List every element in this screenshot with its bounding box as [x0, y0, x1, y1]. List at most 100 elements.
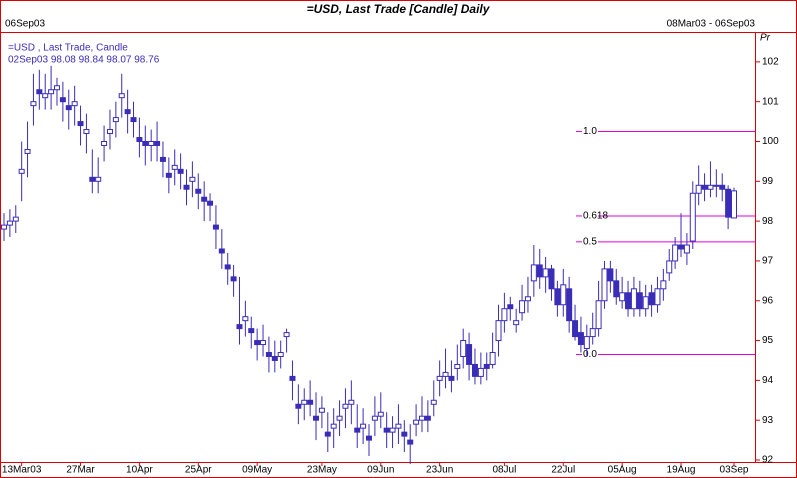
candle-body	[719, 184, 726, 190]
candle-body	[324, 431, 331, 437]
candle-body	[489, 352, 496, 365]
candle-body	[642, 296, 649, 310]
candle-body	[165, 172, 172, 178]
candle-body	[495, 320, 502, 342]
candle-body	[395, 423, 402, 429]
candle-body	[477, 367, 484, 377]
candle-body	[589, 328, 596, 338]
candle-body	[371, 415, 378, 421]
candle-body	[12, 216, 19, 222]
x-tick-label: 27Mar	[66, 465, 95, 476]
chart-title: =USD, Last Trade [Candle] Daily	[307, 2, 491, 16]
candle-body	[401, 431, 408, 437]
candle-body	[630, 288, 637, 310]
y-tick-label: 98	[762, 216, 774, 227]
candle-body	[613, 280, 620, 298]
candle-body	[36, 89, 43, 95]
candle-body	[336, 415, 343, 421]
candle-body	[171, 164, 178, 170]
candle-body	[106, 129, 113, 135]
candle-body	[307, 399, 314, 405]
candle-body	[207, 200, 214, 206]
candle-body	[201, 196, 208, 202]
candle-body	[254, 340, 261, 346]
candle-body	[77, 121, 84, 127]
candle-body	[159, 156, 166, 162]
candle-body	[348, 399, 355, 405]
candle-body	[607, 268, 614, 282]
candle-body	[701, 184, 708, 190]
y-tick-label: 92	[762, 455, 774, 466]
candle-body	[183, 184, 190, 190]
candle-body	[295, 403, 302, 409]
candle-body	[389, 427, 396, 433]
candle-body	[448, 375, 455, 381]
candle-body	[577, 332, 584, 346]
candle-body	[454, 363, 461, 369]
x-tick-label: 19Aug	[667, 465, 696, 476]
candle-body	[354, 427, 361, 433]
candle-body	[471, 363, 478, 377]
fib-label: 0.0	[583, 349, 597, 360]
candle-body	[224, 264, 231, 270]
candle-body	[83, 129, 90, 135]
x-tick-label: 10Apr	[126, 465, 153, 476]
candle-body	[342, 403, 349, 409]
candle-body	[136, 137, 143, 142]
candle-body	[418, 415, 425, 421]
candle-body	[566, 288, 573, 322]
candle-body	[283, 332, 290, 338]
candle-body	[689, 192, 696, 242]
y-tick-label: 101	[762, 96, 779, 107]
candle-body	[436, 375, 443, 381]
candle-body	[18, 168, 25, 174]
candle-body	[548, 268, 555, 290]
candle-body	[660, 280, 667, 290]
y-tick-label: 95	[762, 335, 774, 346]
candle-body	[583, 336, 590, 350]
candle-body	[383, 427, 390, 433]
candle-body	[212, 224, 219, 230]
x-tick-label: 05Aug	[608, 465, 637, 476]
candle-body	[542, 268, 549, 278]
candle-body	[89, 176, 96, 182]
x-tick-label: 23Jun	[426, 465, 453, 476]
candle-body	[666, 260, 673, 274]
candle-body	[654, 288, 661, 306]
candle-body	[713, 184, 720, 187]
candle-body	[154, 140, 161, 146]
candle-body	[678, 244, 685, 250]
candle-body	[189, 176, 196, 182]
candle-body	[177, 168, 184, 174]
candle-body	[572, 320, 579, 338]
x-tick-label: 09Jun	[367, 465, 394, 476]
y-axis-label: Pr	[760, 33, 771, 44]
candle-body	[530, 264, 537, 282]
candle-body	[24, 148, 31, 154]
candle-body	[595, 300, 602, 330]
legend-name: =USD , Last Trade, Candle	[8, 43, 128, 54]
candle-body	[59, 97, 66, 103]
candle-body	[330, 423, 337, 429]
candle-body	[236, 324, 243, 330]
candle-body	[112, 117, 119, 123]
candle-body	[524, 296, 531, 302]
candle-body	[48, 89, 55, 95]
candle-body	[230, 276, 237, 282]
candle-body	[519, 300, 526, 314]
candle-body	[301, 399, 308, 405]
x-tick-label: 08Jul	[492, 465, 516, 476]
y-tick-label: 93	[762, 415, 774, 426]
candle-body	[318, 407, 325, 413]
candle-body	[731, 190, 737, 219]
candle-body	[366, 435, 372, 441]
candle-body	[672, 244, 679, 262]
candle-body	[625, 292, 632, 310]
candle-body	[95, 176, 102, 182]
candle-body	[424, 415, 431, 421]
date-label: 06Sep03	[5, 19, 45, 30]
candle-body	[507, 304, 514, 310]
candle-body	[277, 352, 284, 357]
